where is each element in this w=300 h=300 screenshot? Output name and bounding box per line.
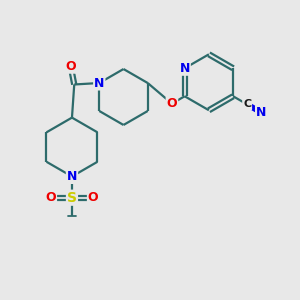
Text: O: O [88,191,98,204]
Text: O: O [46,191,56,204]
Text: N: N [256,106,266,119]
Text: N: N [179,62,190,75]
Text: S: S [67,191,77,205]
Text: C: C [243,99,251,110]
Text: N: N [67,170,77,183]
Text: N: N [94,76,104,89]
Text: O: O [65,60,76,73]
Text: O: O [167,97,177,110]
